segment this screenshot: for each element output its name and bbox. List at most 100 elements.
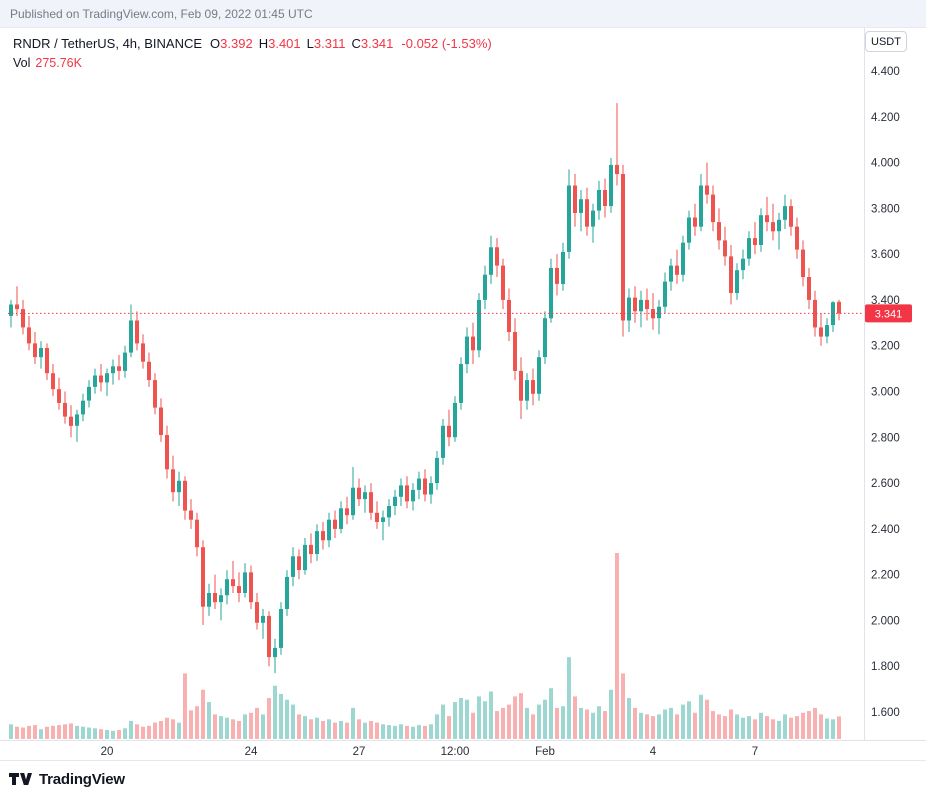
candle-body [243, 572, 247, 593]
candle-body [141, 343, 145, 362]
volume-bar [201, 689, 205, 739]
volume-bar [159, 721, 163, 739]
candle-body [285, 576, 289, 609]
volume-bar [759, 712, 763, 739]
volume-bar [513, 696, 517, 739]
candle-body [405, 485, 409, 502]
chart-legend: RNDR / TetherUS, 4h, BINANCE O3.392 H3.401… [13, 34, 492, 72]
candle-body [357, 487, 361, 500]
price-tick-label: 3.000 [871, 387, 900, 399]
publish-info-text: Published on TradingView.com, Feb 09, 20… [10, 7, 313, 21]
volume-bar [219, 716, 223, 739]
volume-bar [585, 709, 589, 739]
price-tick-label: 2.600 [871, 478, 900, 490]
volume-bar [189, 710, 193, 739]
candle-body [723, 240, 727, 257]
candle-body [303, 544, 307, 571]
volume-bar [663, 709, 667, 739]
volume-bar [9, 724, 13, 739]
volume-bar [735, 714, 739, 739]
candle-body [759, 215, 763, 245]
currency-toggle-button[interactable]: USDT [865, 31, 907, 52]
candle-body [135, 320, 139, 344]
candle-body [729, 256, 733, 293]
tradingview-wordmark[interactable]: TradingView [39, 770, 125, 788]
candle-body [603, 190, 607, 206]
candle-body [255, 602, 259, 623]
candle-body [225, 579, 229, 596]
volume-bar [825, 718, 829, 739]
candle-body [333, 519, 337, 529]
symbol-title[interactable]: RNDR / TetherUS, 4h, BINANCE [13, 36, 203, 51]
volume-bar [93, 728, 97, 739]
price-tick-label: 2.000 [871, 615, 900, 627]
volume-bar [387, 725, 391, 739]
change-value: -0.052 (-1.53%) [401, 36, 492, 51]
ohlc-open: O3.392 [210, 36, 253, 51]
candle-body [591, 210, 595, 227]
volume-bar [597, 706, 601, 739]
candle-body [51, 373, 55, 390]
candle-body [423, 478, 427, 495]
candle-body [417, 478, 421, 490]
candle-body [69, 416, 73, 426]
candle-body [705, 185, 709, 195]
candle-body [129, 320, 133, 353]
candle-body [249, 572, 253, 603]
candle-body [327, 519, 331, 541]
candle-body [453, 402, 457, 438]
volume-bar [477, 696, 481, 739]
candle-body [621, 174, 625, 321]
candle-body [693, 217, 697, 227]
volume-bar [615, 553, 619, 739]
ohlc-close: C3.341 [351, 36, 394, 51]
price-tick-label: 2.800 [871, 432, 900, 444]
candle-body [387, 506, 391, 518]
tradingview-logo-icon[interactable] [8, 768, 32, 790]
volume-bar [717, 714, 721, 739]
price-tick-label: 2.200 [871, 570, 900, 582]
volume-bar [447, 716, 451, 739]
candle-body [459, 364, 463, 403]
volume-bar [375, 722, 379, 739]
ohlc-high: H3.401 [258, 36, 301, 51]
candle-body [165, 435, 169, 470]
candle-body [27, 327, 31, 344]
volume-bar [309, 719, 313, 739]
volume-bar [177, 722, 181, 739]
volume-bar [711, 711, 715, 739]
volume-bar [381, 724, 385, 739]
volume-bar [621, 673, 625, 739]
candle-body [741, 258, 745, 271]
candle-body [15, 304, 19, 310]
candle-body [555, 267, 559, 284]
volume-bar [267, 698, 271, 739]
volume-bar [831, 719, 835, 739]
candle-body [489, 247, 493, 275]
price-axis[interactable]: 4.400 4.200 4.000 3.800 3.600 3.400 3.200 3.000… [871, 66, 900, 719]
candle-body [207, 593, 211, 607]
volume-bar [801, 712, 805, 739]
volume-bar [399, 724, 403, 739]
volume-bar [765, 716, 769, 739]
candle-body [633, 297, 637, 312]
candle-body [393, 496, 397, 506]
candle-body [159, 407, 163, 435]
candle-body [471, 336, 475, 351]
volume-bar [681, 704, 685, 739]
candle-body [801, 249, 805, 278]
candle-body [789, 206, 793, 227]
candle-body [765, 215, 769, 223]
volume-bar [561, 706, 565, 739]
candlesticks[interactable] [9, 103, 841, 674]
volume-bar [417, 725, 421, 739]
volume-bar [567, 657, 571, 739]
volume-bar [39, 729, 43, 739]
time-tick-label: 27 [353, 746, 366, 758]
volume-bar [435, 714, 439, 739]
volume-bar [543, 699, 547, 739]
volume-bar [87, 727, 91, 739]
time-axis[interactable]: 20 24 27 12:00 Feb 4 7 [101, 746, 759, 758]
last-price-tag: 3.341 [865, 304, 912, 323]
